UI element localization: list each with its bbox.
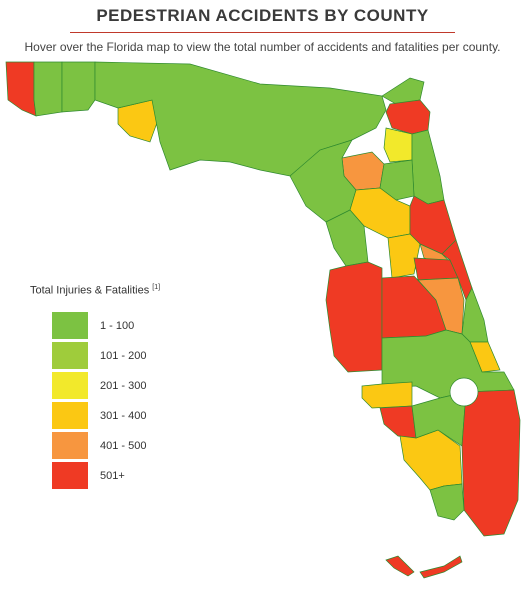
county-pasco-hillsborough-pinellas[interactable] (325, 261, 383, 373)
legend-item: 401 - 500 (30, 431, 200, 461)
legend-title-text: Total Injuries & Fatalities (30, 284, 150, 297)
legend-label: 401 - 500 (100, 439, 147, 452)
county-lee[interactable] (379, 405, 417, 439)
legend-label: 1 - 100 (100, 319, 135, 332)
county-lake[interactable] (387, 233, 421, 279)
legend-label: 301 - 400 (100, 409, 147, 422)
legend-swatch (52, 432, 88, 460)
county-interior-central[interactable] (381, 329, 515, 399)
legend-item: 501+ (30, 461, 200, 491)
county-st-johns-flagler[interactable] (411, 129, 445, 205)
county-santa-rosa[interactable] (33, 61, 63, 117)
page-subtitle: Hover over the Florida map to view the t… (24, 40, 501, 54)
county-okaloosa-walton[interactable] (61, 61, 96, 113)
county-sarasota[interactable] (361, 381, 413, 409)
legend-swatch (52, 462, 88, 490)
county-north-central[interactable] (289, 139, 357, 223)
county-monroe-keys-east[interactable] (419, 555, 463, 579)
page-title: PEDESTRIAN ACCIDENTS BY COUNTY (96, 6, 429, 25)
legend-label: 201 - 300 (100, 379, 147, 392)
legend-swatch (52, 342, 88, 370)
legend-swatch (52, 312, 88, 340)
county-escambia[interactable] (5, 61, 37, 117)
county-clay[interactable] (383, 127, 413, 163)
county-putnam[interactable] (379, 159, 415, 201)
county-monroe-keys[interactable] (385, 555, 415, 577)
legend-swatch (52, 372, 88, 400)
title-divider (70, 32, 455, 33)
lake-okeechobee (449, 377, 479, 407)
county-monroe-mainland[interactable] (429, 483, 465, 521)
legend-label: 101 - 200 (100, 349, 147, 362)
legend-footnote: [1] (152, 284, 161, 291)
legend-title: Total Injuries & Fatalities [1] (30, 284, 200, 297)
legend-label: 501+ (100, 469, 125, 482)
legend: Total Injuries & Fatalities [1] 1 - 100 … (30, 284, 200, 491)
county-palm-beach-broward-miami[interactable] (461, 389, 521, 537)
county-duval[interactable] (385, 99, 431, 135)
legend-item: 1 - 100 (30, 311, 200, 341)
legend-item: 301 - 400 (30, 401, 200, 431)
county-nassau[interactable] (381, 77, 425, 105)
legend-swatch (52, 402, 88, 430)
legend-item: 101 - 200 (30, 341, 200, 371)
legend-item: 201 - 300 (30, 371, 200, 401)
